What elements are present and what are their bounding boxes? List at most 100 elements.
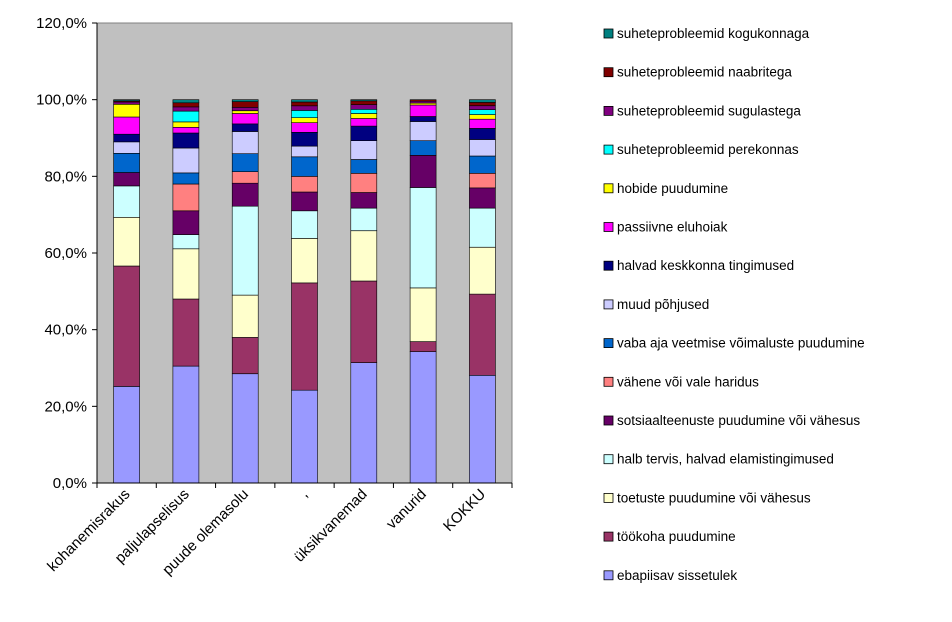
bar-segment <box>350 113 378 119</box>
legend-label: passiivne eluhoiak <box>617 220 728 235</box>
bar-segment <box>350 99 378 102</box>
bar-segment <box>291 110 318 119</box>
bar-segment <box>113 217 140 267</box>
bar-segment <box>291 156 318 177</box>
bar-segment <box>113 185 140 218</box>
bar-segment <box>231 110 259 114</box>
bar-segment <box>469 207 496 248</box>
bar-segment <box>172 172 200 185</box>
legend-label: ebapiisav sissetulek <box>617 568 737 583</box>
legend: suheteprobleemid kogukonnaga suheteproble… <box>603 26 865 583</box>
bar-segment <box>172 127 200 134</box>
bar-segment <box>291 389 318 484</box>
bar-segment <box>469 128 496 140</box>
bar-segment <box>350 118 378 127</box>
bar-segment <box>350 140 378 160</box>
bar-segment <box>469 105 496 110</box>
y-tick-label: 40,0% <box>44 322 87 339</box>
bar-segment <box>469 155 496 174</box>
bar-segment <box>409 187 437 289</box>
bar-segment <box>172 365 200 484</box>
legend-label: muud põhjused <box>617 297 709 312</box>
bar-segment <box>291 176 318 193</box>
legend-swatch <box>603 144 614 155</box>
bar-segment <box>469 109 496 115</box>
y-tick-label: 100,0% <box>36 92 87 109</box>
bar-segment <box>409 341 437 352</box>
bar-segment <box>291 99 318 103</box>
bar-segment <box>231 113 259 125</box>
bar-segment <box>231 205 259 296</box>
bar-segment <box>350 100 378 105</box>
bar-segment <box>113 116 140 135</box>
bar-segment <box>350 192 378 209</box>
bar-segment <box>291 122 318 133</box>
bar-segment <box>113 99 140 102</box>
legend-swatch <box>603 531 614 542</box>
x-category-label: , <box>296 486 311 501</box>
bar-segment <box>172 132 200 149</box>
bar-segment <box>113 104 140 118</box>
legend-swatch <box>603 67 614 78</box>
bar-segment <box>172 121 200 128</box>
bar-segment <box>409 155 437 188</box>
bar-segment <box>469 247 496 295</box>
bar-segment <box>231 336 259 374</box>
bar-segment <box>231 107 259 112</box>
bar-segment <box>172 183 200 212</box>
x-category-label: KOKKU <box>440 486 489 535</box>
legend-label: suheteprobleemid naabritega <box>617 65 792 80</box>
bars-layer <box>113 99 496 484</box>
legend-swatch <box>603 299 614 310</box>
bar-segment <box>291 210 318 239</box>
bar-segment <box>350 159 378 174</box>
legend-swatch <box>603 106 614 116</box>
y-tick-label: 0,0% <box>53 475 87 492</box>
legend-label: vähene või vale haridus <box>617 374 759 389</box>
legend-swatch <box>603 454 614 465</box>
bar-segment <box>291 101 318 107</box>
y-tick-label: 20,0% <box>44 398 87 415</box>
bar-segment <box>350 104 378 110</box>
bar-segment <box>291 191 318 212</box>
legend-swatch <box>603 570 614 581</box>
y-tick-label: 60,0% <box>44 245 87 262</box>
bar-segment <box>409 99 437 102</box>
legend-swatch <box>603 222 614 232</box>
bar-segment <box>291 282 318 391</box>
bar-segment <box>409 287 437 342</box>
bar-segment <box>113 141 140 154</box>
bar-segment <box>409 104 437 117</box>
bar-segment <box>409 351 437 484</box>
bar-segment <box>350 109 378 114</box>
bar-segment <box>231 294 259 338</box>
bar-segment <box>350 125 378 141</box>
bar-segment <box>469 118 496 129</box>
bar-segment <box>231 123 259 132</box>
bar-segment <box>291 132 318 147</box>
bar-segment <box>291 238 318 284</box>
bar-segment <box>350 230 378 282</box>
bar-segment <box>469 139 496 157</box>
legend-label: halb tervis, halvad elamistingimused <box>617 452 834 467</box>
legend-swatch <box>603 415 614 426</box>
bar-segment <box>172 210 200 235</box>
bar-segment <box>113 172 140 187</box>
bar-segment <box>469 374 496 484</box>
bar-segment <box>469 102 496 107</box>
bar-segment <box>409 116 437 122</box>
bar-segment <box>172 99 200 104</box>
bar-segment <box>409 140 437 156</box>
bar-segment <box>291 117 318 123</box>
bar-segment <box>350 362 378 484</box>
bar-segment <box>231 131 259 155</box>
legend-label: suheteprobleemid kogukonnaga <box>617 26 810 41</box>
legend-swatch <box>603 338 614 349</box>
bar-segment <box>350 207 378 232</box>
legend-label: sotsiaalteenuste puudumine või vähesus <box>617 413 860 428</box>
bar-segment <box>113 265 140 387</box>
bar-segment <box>469 173 496 189</box>
bar-segment <box>231 99 259 102</box>
